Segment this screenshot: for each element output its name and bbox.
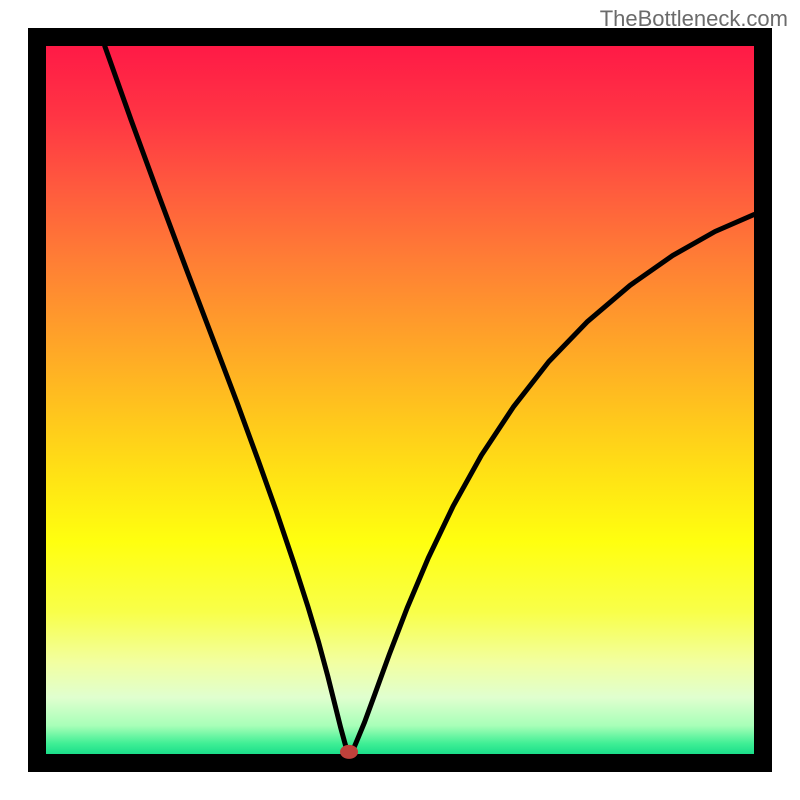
- plot-svg: [28, 28, 772, 772]
- plot-area: [28, 28, 772, 772]
- watermark-text: TheBottleneck.com: [600, 6, 788, 32]
- gradient-background: [46, 46, 754, 754]
- optimal-point-marker: [340, 745, 358, 759]
- chart-frame: TheBottleneck.com: [0, 0, 800, 800]
